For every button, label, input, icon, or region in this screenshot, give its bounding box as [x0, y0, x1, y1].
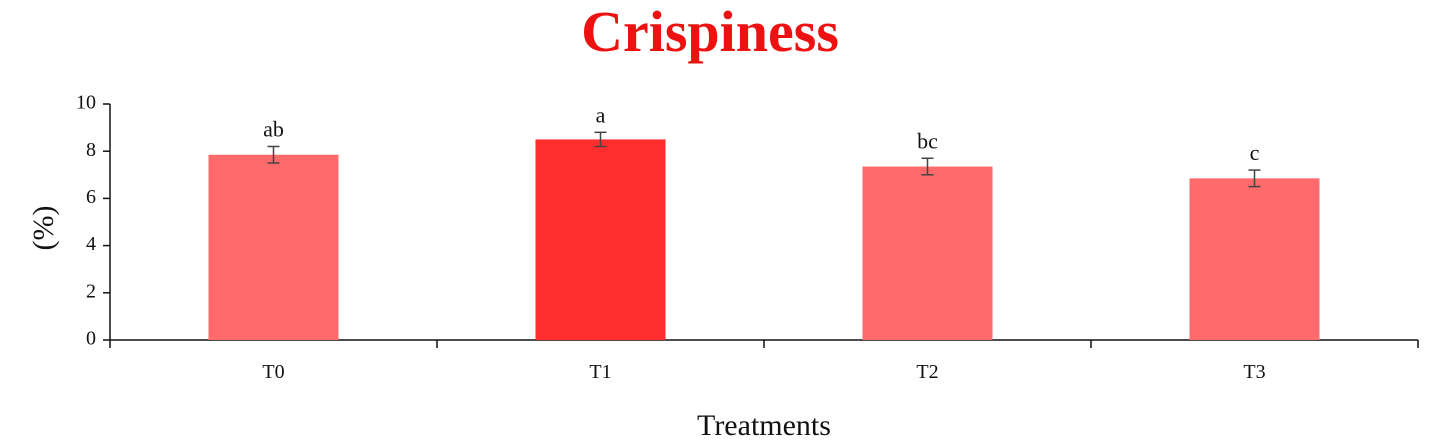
- bars: ab a bc c: [208, 102, 1320, 340]
- x-tick-label: T2: [916, 361, 938, 383]
- y-tick-label: 2: [86, 280, 96, 302]
- x-axis: T0 T1 T2 T3: [109, 339, 1419, 383]
- chart-title: Crispiness: [581, 0, 839, 64]
- y-tick-label: 4: [86, 233, 96, 255]
- x-axis-label: Treatments: [697, 409, 831, 442]
- bar-t1: [535, 139, 666, 340]
- bar-t0: [208, 154, 339, 340]
- y-tick-label: 8: [86, 139, 96, 161]
- significance-letter: a: [596, 102, 606, 127]
- y-tick-label: 10: [76, 92, 96, 114]
- x-tick-label: T1: [589, 361, 611, 383]
- x-tick-label: T3: [1243, 361, 1265, 383]
- y-tick-label: 0: [86, 328, 96, 350]
- y-axis: 0 2 4 6 8 10: [76, 92, 111, 350]
- significance-letter: ab: [263, 116, 284, 141]
- x-tick-label: T0: [262, 361, 284, 383]
- significance-letter: bc: [917, 128, 938, 153]
- y-axis-label: (%): [27, 206, 60, 251]
- bar-t3: [1189, 178, 1320, 340]
- bar-t2: [862, 166, 993, 340]
- y-tick-label: 6: [86, 186, 96, 208]
- significance-letter: c: [1250, 140, 1260, 165]
